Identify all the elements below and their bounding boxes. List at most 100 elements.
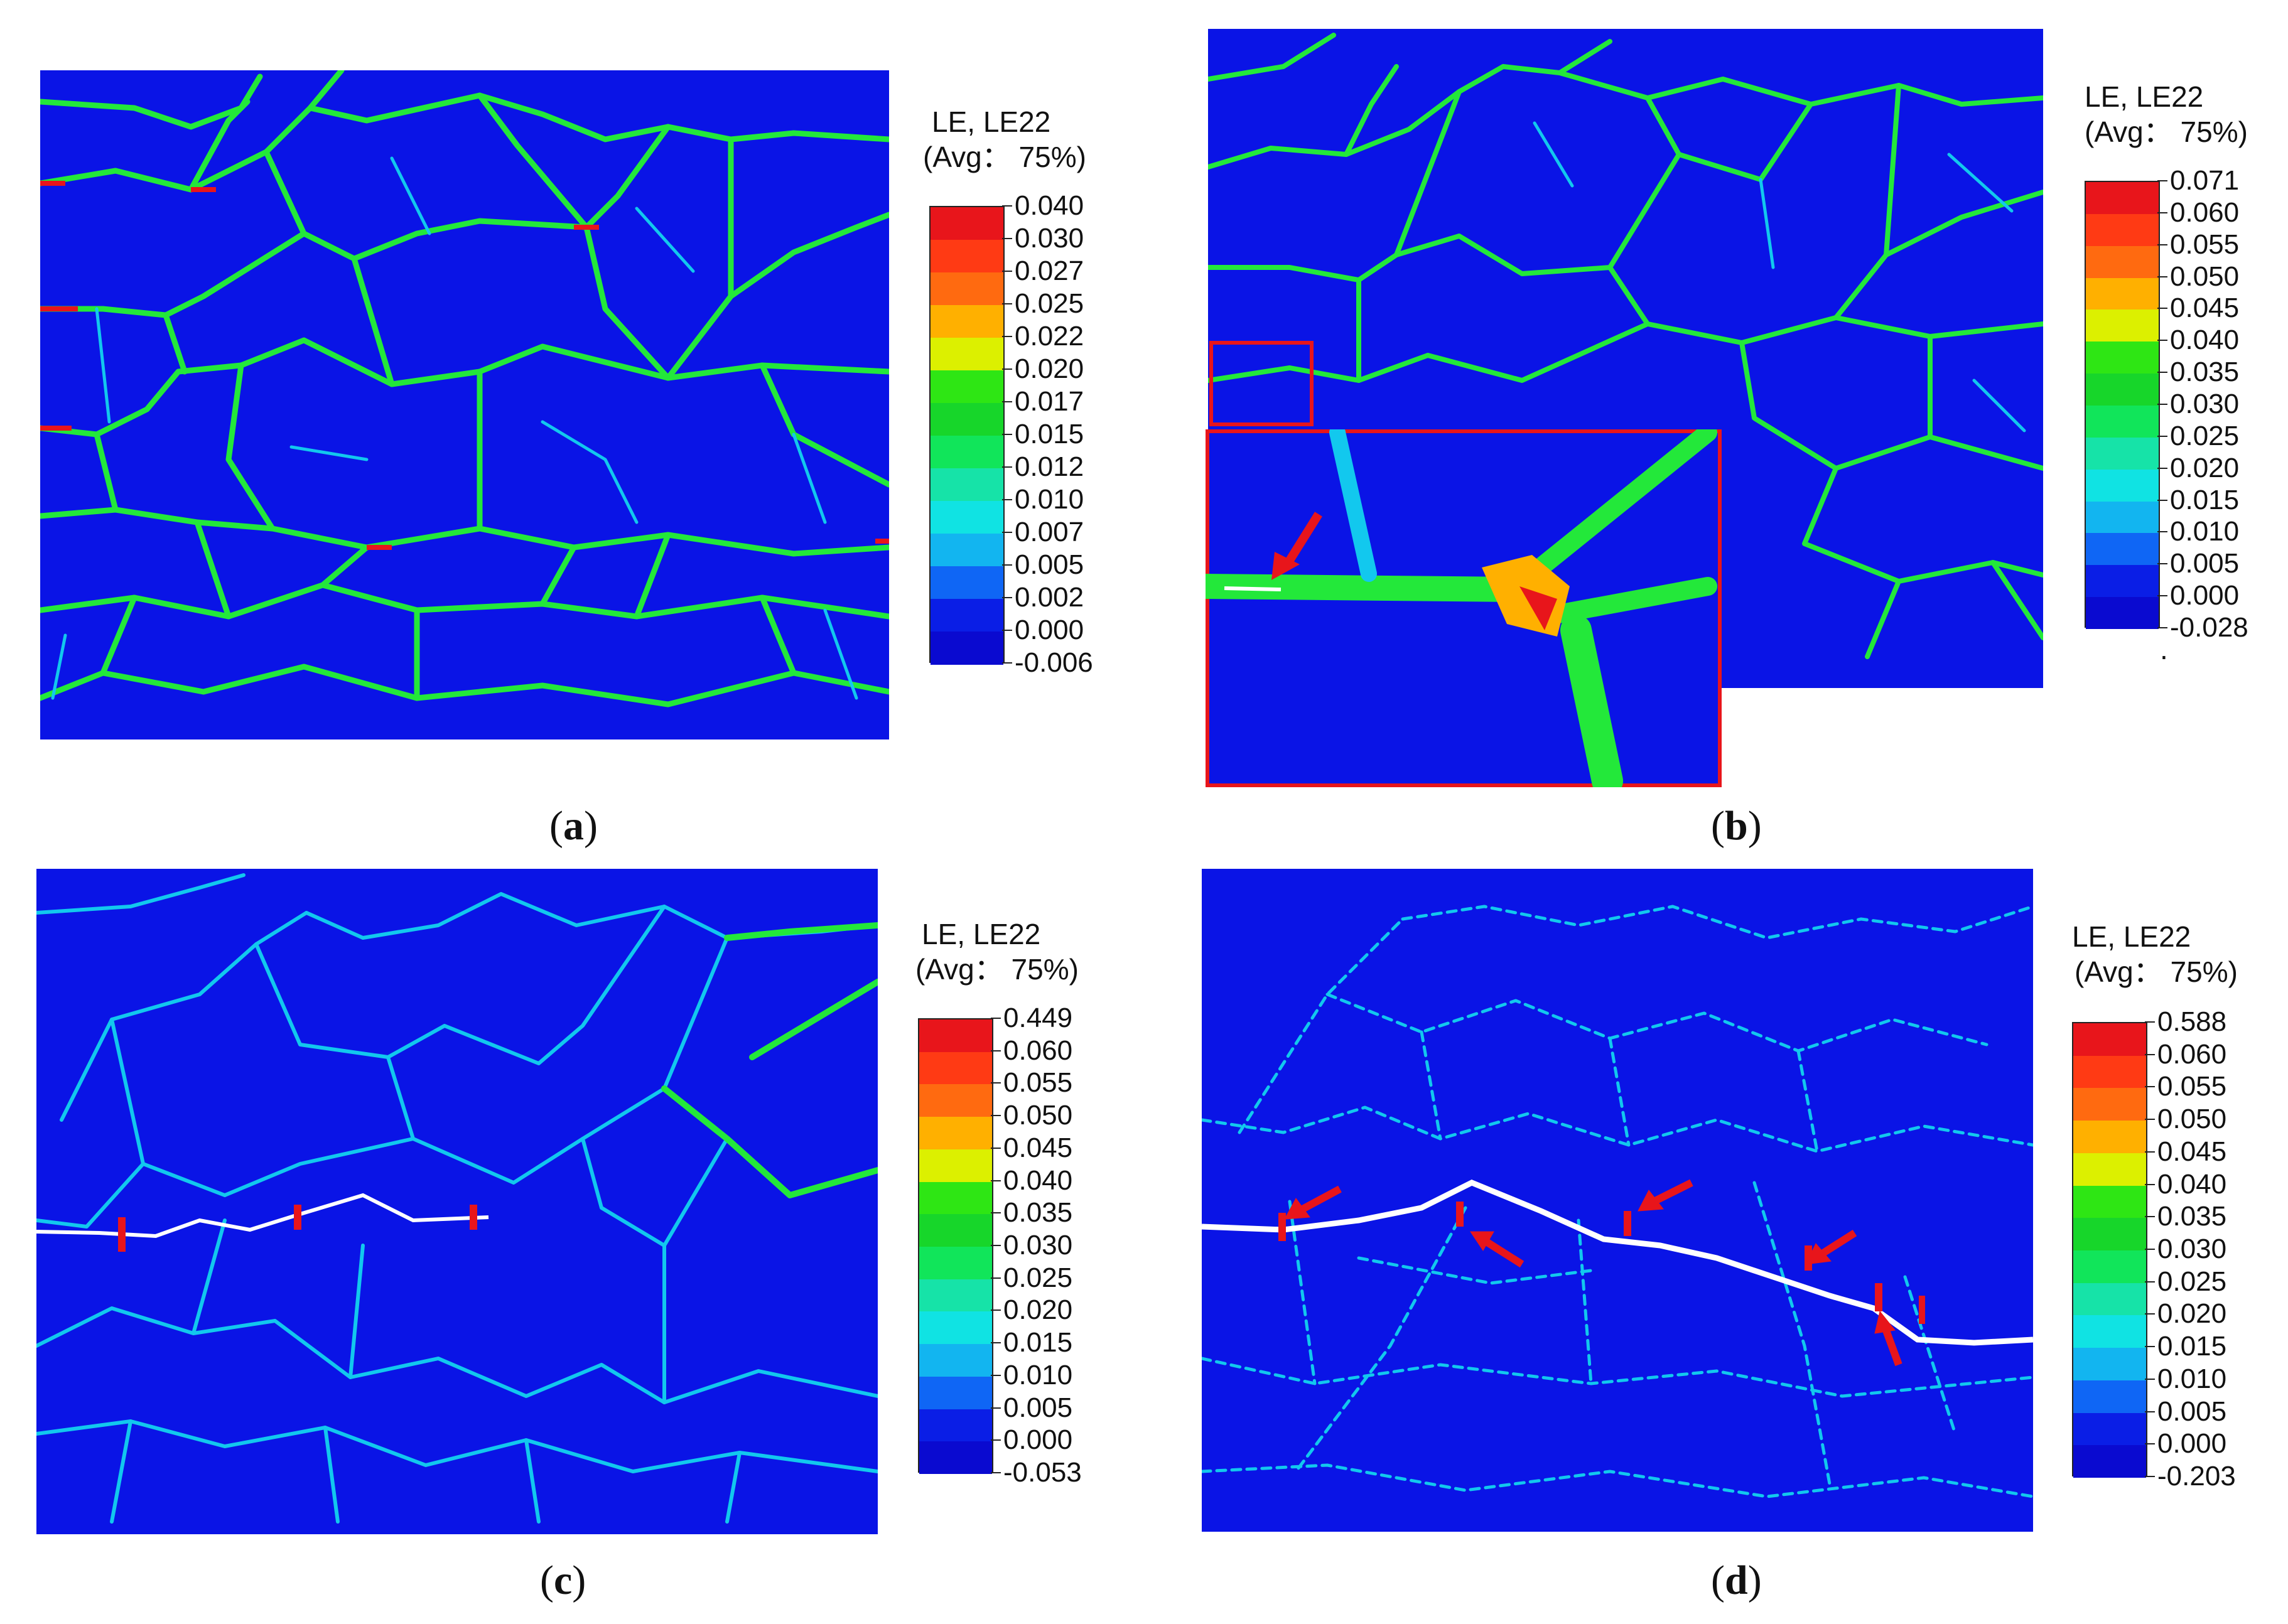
scale-tick-label: 0.015 — [1015, 419, 1084, 449]
scale-tick — [2157, 563, 2167, 565]
inset-hotspot-red — [1519, 586, 1557, 630]
scale-tick-label: 0.005 — [2157, 1395, 2227, 1427]
scale-tick — [2157, 627, 2167, 628]
scale-tick-label: 0.055 — [1003, 1067, 1073, 1099]
color-swatch — [2086, 277, 2159, 310]
color-swatch — [931, 338, 1003, 371]
scale-tick — [2145, 1183, 2155, 1185]
color-swatch — [2086, 374, 2159, 406]
scale-tick — [991, 1342, 1001, 1344]
scale-tick-label: 0.060 — [2170, 196, 2240, 228]
scale-tick-label: 0.040 — [1003, 1164, 1073, 1196]
crack-hotspots-c — [118, 1205, 477, 1252]
scale-tick — [2145, 1249, 2155, 1250]
scale-tick — [2145, 1443, 2155, 1445]
scale-tick-label: 0.005 — [1003, 1392, 1073, 1423]
scale-tick-label: 0.002 — [1015, 582, 1084, 613]
scale-tick-label: 0.030 — [1015, 223, 1084, 254]
color-swatch — [2073, 1055, 2146, 1089]
color-swatch — [931, 468, 1003, 502]
caption-a: (a) — [549, 802, 598, 850]
scale-tick-label: 0.010 — [2157, 1363, 2227, 1394]
strong-boundaries-c — [661, 922, 878, 1198]
scale-tick — [2157, 404, 2167, 405]
scale-tick — [2157, 276, 2167, 277]
color-swatch — [2086, 213, 2159, 247]
color-swatch — [919, 1051, 992, 1085]
color-swatch — [931, 305, 1003, 338]
color-swatch — [2086, 182, 2159, 215]
scale-tick — [2145, 1476, 2155, 1477]
color-swatch — [919, 1279, 992, 1312]
color-swatch — [931, 272, 1003, 306]
color-swatch — [2073, 1153, 2146, 1186]
legend-variable: LE, LE22 — [922, 918, 1041, 950]
scale-tick — [991, 1277, 1001, 1279]
color-swatch — [2073, 1315, 2146, 1348]
legend-averaging: (Avg： 75%) — [923, 141, 1086, 173]
scale-tick-label: -0.053 — [1003, 1457, 1082, 1488]
color-swatch — [919, 1084, 992, 1117]
scale-tick-label: 0.000 — [2157, 1428, 2227, 1460]
scale-tick — [2145, 1119, 2155, 1121]
color-scale-c — [918, 1018, 993, 1475]
scale-tick-label: 0.000 — [1015, 615, 1084, 645]
scale-tick-label: 0.045 — [2170, 293, 2240, 324]
color-swatch — [919, 1149, 992, 1183]
color-swatch — [2086, 565, 2159, 598]
scale-tick-label: 0.040 — [2157, 1168, 2227, 1200]
scale-tick — [2157, 372, 2167, 374]
scale-tick — [991, 1212, 1001, 1214]
thin-boundaries-b — [1533, 121, 2026, 433]
scale-tick — [2157, 595, 2167, 597]
scale-tick — [1002, 499, 1012, 500]
color-swatch — [919, 1311, 992, 1345]
scale-tick — [1002, 336, 1012, 337]
scale-tick — [2157, 244, 2167, 245]
color-swatch — [931, 436, 1003, 469]
caption-letter: b — [1724, 803, 1748, 849]
scale-tick — [2157, 435, 2167, 437]
scale-tick — [1002, 303, 1012, 304]
scale-tick — [2145, 1086, 2155, 1088]
scale-tick — [1002, 368, 1012, 370]
color-swatch — [931, 632, 1003, 665]
color-swatch — [2073, 1218, 2146, 1251]
contour-plot-c — [36, 869, 878, 1534]
scale-tick — [2145, 1021, 2155, 1023]
scale-tick-label: -0.028 — [2170, 612, 2248, 643]
legend-trailing-mark: . — [2160, 633, 2168, 665]
color-swatch — [2086, 341, 2159, 374]
caption-c: (c) — [540, 1557, 586, 1605]
scale-tick-label: 0.020 — [1003, 1294, 1073, 1326]
scale-tick-label: 0.020 — [1015, 353, 1084, 384]
scale-tick — [991, 1439, 1001, 1441]
scale-tick-label: 0.010 — [1003, 1359, 1073, 1390]
scale-tick — [991, 1050, 1001, 1051]
scale-tick-label: 0.060 — [1003, 1035, 1073, 1066]
caption-open: ( — [1711, 1557, 1725, 1603]
scale-tick — [2145, 1411, 2155, 1412]
caption-close: ) — [572, 1557, 586, 1603]
caption-letter: d — [1724, 1557, 1748, 1603]
scale-tick-label: 0.007 — [1015, 517, 1084, 547]
scale-tick-label: 0.012 — [1015, 451, 1084, 482]
color-swatch — [931, 370, 1003, 404]
scale-tick-label: 0.005 — [1015, 549, 1084, 580]
scale-tick-label: 0.015 — [2170, 484, 2240, 515]
scale-tick — [2157, 212, 2167, 213]
color-swatch — [2073, 1088, 2146, 1121]
scale-tick — [991, 1407, 1001, 1409]
color-swatch — [919, 1344, 992, 1377]
scale-tick — [1002, 205, 1012, 207]
scale-tick-label: 0.030 — [2170, 389, 2240, 419]
tick-labels-d: 0.588 0.060 0.055 0.050 0.045 0.040 0.035 0.030… — [2072, 1008, 2260, 1490]
hotspots-a — [40, 181, 889, 550]
color-swatch — [2073, 1121, 2146, 1154]
scale-tick-label: 0.000 — [2170, 580, 2240, 611]
scale-tick-label: 0.015 — [1003, 1327, 1073, 1358]
color-swatch — [2073, 1283, 2146, 1316]
color-swatch — [2086, 437, 2159, 470]
scale-tick-label: 0.588 — [2157, 1006, 2227, 1037]
tick-labels-c: 0.449 0.060 0.055 0.050 0.045 0.040 0.035 0.030… — [918, 1004, 1087, 1487]
